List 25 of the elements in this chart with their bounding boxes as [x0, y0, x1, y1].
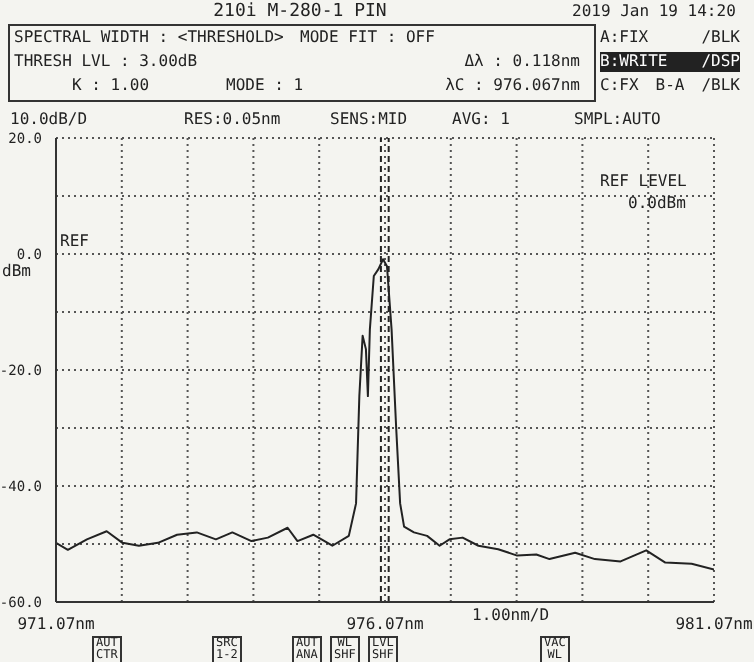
- text: C:FX B-A /BLK: [600, 76, 740, 96]
- text: SENS:MID: [330, 110, 408, 130]
- text: A:FIX /BLK: [600, 28, 740, 46]
- annotation: 0.0dBm: [628, 194, 686, 214]
- x-tick-label: 971.07nm: [17, 615, 95, 634]
- text: AVG: 1: [452, 110, 510, 130]
- text: SMPL:AUTO: [574, 110, 661, 130]
- text: MODE FIT : OFF: [300, 28, 435, 48]
- text: 2019 Jan 19 14:20: [572, 2, 736, 22]
- text: λC : 976.067nm: [445, 76, 580, 96]
- y-axis-title: dBm: [2, 262, 31, 280]
- text: SPECTRAL WIDTH : <THRESHOLD>: [14, 28, 284, 48]
- text: RES:0.05nm: [184, 110, 281, 130]
- x-tick-label: 976.07nm: [346, 615, 424, 634]
- x-axis-title: 1.00nm/D: [472, 606, 550, 624]
- x-tick-label: 981.07nm: [675, 615, 753, 634]
- text: 10.0dB/D: [10, 110, 88, 130]
- text: K : 1.00: [72, 76, 150, 96]
- text: Δλ : 0.118nm: [464, 52, 580, 72]
- text: THRESH LVL : 3.00dB: [14, 52, 198, 72]
- text: MODE : 1: [226, 76, 304, 96]
- chart-title: 210i M-280-1 PIN: [213, 2, 387, 22]
- text: B:WRITE /DSP: [600, 52, 740, 70]
- annotation: REF LEVEL: [600, 172, 687, 192]
- annotation: REF: [60, 232, 89, 252]
